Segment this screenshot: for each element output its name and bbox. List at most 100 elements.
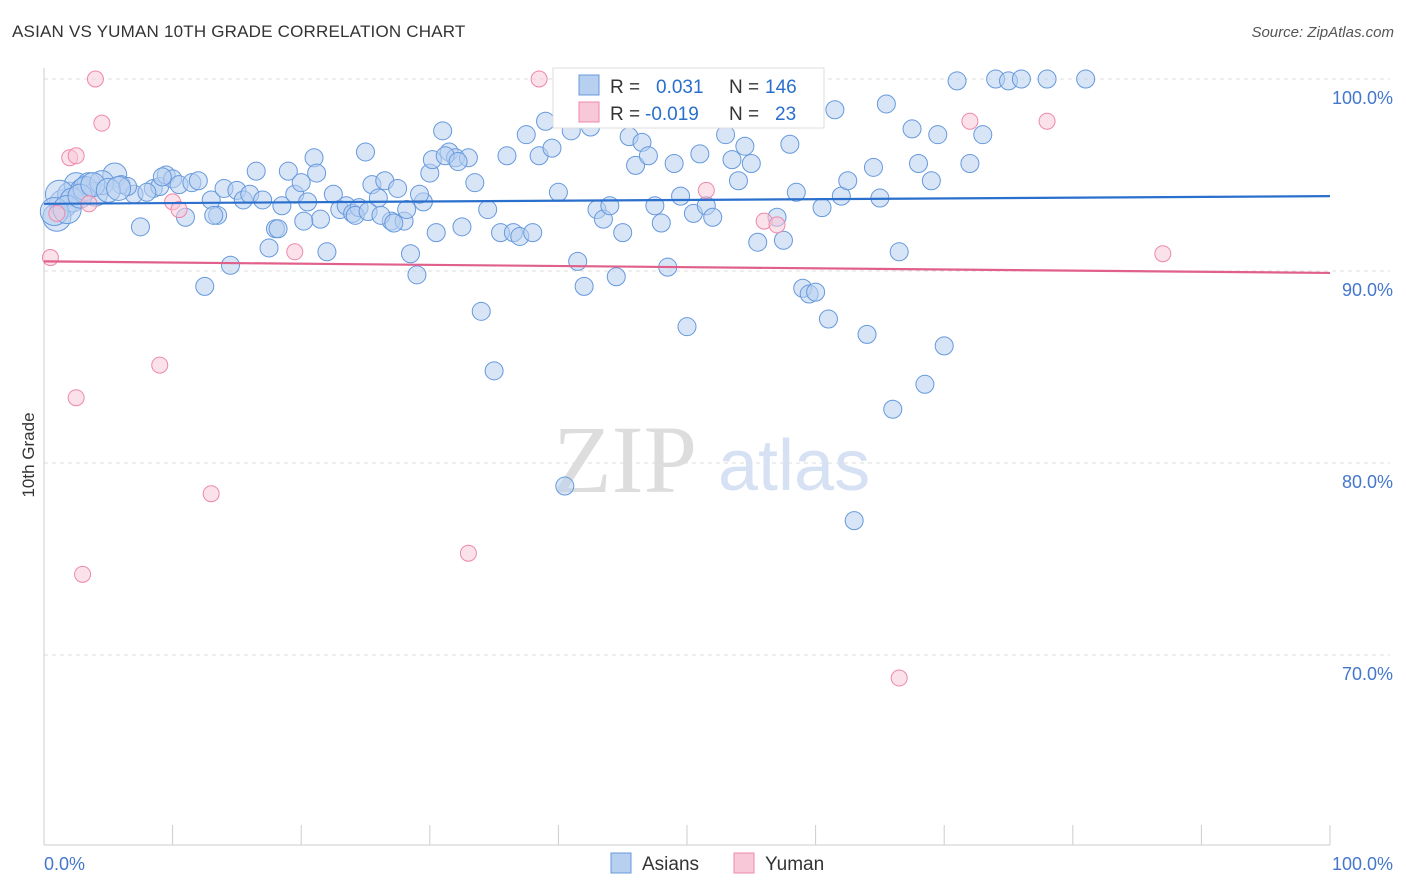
legend-top: R = 0.031 N = 146 R = -0.019 N = 23 xyxy=(552,67,825,129)
point-yuman-9 xyxy=(151,356,169,374)
watermark-atlas: atlas xyxy=(718,426,870,506)
point-asians-145 xyxy=(137,182,157,202)
point-asians-49 xyxy=(388,178,408,198)
point-yuman-3 xyxy=(67,147,85,165)
source-label: Source: ZipAtlas.com xyxy=(1251,24,1394,41)
point-asians-32 xyxy=(278,161,298,181)
point-asians-90 xyxy=(651,213,671,233)
point-asians-19 xyxy=(195,276,215,296)
point-yuman-20 xyxy=(961,112,979,130)
point-asians-93 xyxy=(671,186,691,206)
point-asians-125 xyxy=(889,242,909,262)
legend-bottom-yuman-swatch xyxy=(733,852,755,874)
point-asians-100 xyxy=(722,150,742,170)
point-asians-137 xyxy=(1011,69,1031,89)
point-asians-159 xyxy=(448,152,468,172)
point-yuman-12 xyxy=(202,485,220,503)
point-yuman-21 xyxy=(1038,112,1056,130)
point-asians-120 xyxy=(857,324,877,344)
point-asians-61 xyxy=(465,173,485,193)
point-asians-31 xyxy=(272,196,292,216)
point-asians-147 xyxy=(204,205,224,225)
point-asians-114 xyxy=(812,198,832,218)
point-asians-128 xyxy=(915,374,935,394)
point-asians-55 xyxy=(426,223,446,243)
point-yuman-19 xyxy=(890,669,908,687)
point-asians-133 xyxy=(960,153,980,173)
legend-asians-n-label: N = xyxy=(729,77,759,98)
point-asians-66 xyxy=(497,146,517,166)
point-asians-119 xyxy=(844,511,864,531)
point-asians-29 xyxy=(259,238,279,258)
point-asians-154 xyxy=(384,213,404,233)
point-yuman-16 xyxy=(697,181,715,199)
gridlines xyxy=(44,78,1390,656)
point-asians-62 xyxy=(471,301,491,321)
point-asians-150 xyxy=(307,163,327,183)
point-asians-70 xyxy=(523,223,543,243)
legend-bottom: Asians Yuman xyxy=(610,852,824,875)
point-asians-94 xyxy=(677,317,697,337)
point-asians-108 xyxy=(773,230,793,250)
point-asians-78 xyxy=(574,276,594,296)
point-asians-73 xyxy=(542,138,562,158)
y-tick-label-100: 100.0% xyxy=(1332,88,1393,108)
legend-bottom-asians-label: Asians xyxy=(642,854,699,875)
point-yuman-8 xyxy=(67,389,85,407)
point-asians-44 xyxy=(356,142,375,162)
point-asians-59 xyxy=(452,217,472,237)
point-yuman-22 xyxy=(1154,245,1172,263)
point-yuman-18 xyxy=(768,216,786,234)
point-yuman-11 xyxy=(170,201,188,219)
tick-labels: 100.0% 90.0% 80.0% 70.0% 0.0% 100.0% xyxy=(44,88,1393,874)
point-asians-101 xyxy=(728,171,748,191)
point-yuman-4 xyxy=(74,565,92,583)
legend-top-yuman-swatch xyxy=(578,101,600,123)
point-asians-115 xyxy=(818,309,838,329)
point-yuman-0 xyxy=(41,249,59,267)
point-asians-18 xyxy=(188,171,208,191)
y-tick-label-80: 80.0% xyxy=(1342,472,1393,492)
point-asians-131 xyxy=(934,336,954,356)
point-yuman-13 xyxy=(286,243,304,261)
point-asians-64 xyxy=(484,361,504,381)
point-asians-102 xyxy=(735,136,755,156)
point-yuman-7 xyxy=(93,114,111,132)
point-asians-98 xyxy=(703,207,723,227)
y-tick-label-90: 90.0% xyxy=(1342,280,1393,300)
point-asians-56 xyxy=(433,121,453,141)
trend-line-yuman xyxy=(43,260,1331,275)
point-asians-109 xyxy=(780,134,800,154)
point-asians-116 xyxy=(825,100,845,120)
point-asians-155 xyxy=(397,200,417,220)
legend-asians-r-label: R = xyxy=(610,77,640,98)
legend-top-asians-swatch xyxy=(578,74,600,96)
point-yuman-6 xyxy=(86,70,104,88)
point-asians-37 xyxy=(310,209,330,229)
watermark: ZIP atlas xyxy=(553,406,870,513)
point-asians-127 xyxy=(908,153,928,173)
point-asians-126 xyxy=(902,119,922,139)
point-asians-156 xyxy=(410,184,430,204)
point-asians-132 xyxy=(947,71,967,91)
point-asians-72 xyxy=(536,111,556,131)
point-asians-38 xyxy=(317,242,337,262)
x-tick-label-right: 100.0% xyxy=(1332,854,1393,874)
point-asians-130 xyxy=(928,125,948,145)
point-asians-121 xyxy=(863,157,883,177)
point-asians-23 xyxy=(220,255,240,275)
y-tick-label-70: 70.0% xyxy=(1342,664,1393,684)
legend-bottom-asians-swatch xyxy=(610,852,632,874)
point-asians-165 xyxy=(106,175,132,201)
series-yuman-points xyxy=(41,70,1172,687)
legend-asians-n-value: 146 xyxy=(765,77,797,98)
point-asians-129 xyxy=(921,171,941,191)
point-asians-34 xyxy=(291,173,311,193)
series-asians-points xyxy=(39,69,1096,531)
point-yuman-1 xyxy=(48,204,66,222)
x-tick-label-left: 0.0% xyxy=(44,854,85,874)
point-asians-51 xyxy=(401,244,421,264)
point-asians-138 xyxy=(1037,69,1057,89)
point-asians-148 xyxy=(268,219,288,239)
